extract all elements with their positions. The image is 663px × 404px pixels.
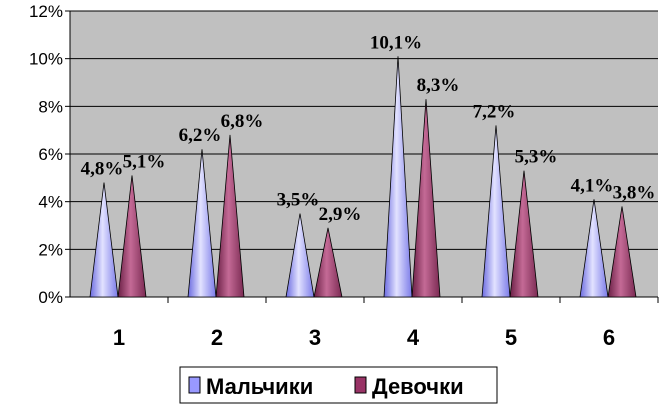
x-tick-label: 5 [505, 325, 517, 350]
data-label-boys: 4,1% [571, 175, 614, 196]
data-label-girls: 5,3% [515, 147, 558, 168]
data-label-boys: 10,1% [370, 32, 422, 53]
legend: Мальчики Девочки [179, 366, 498, 404]
data-label-boys: 6,2% [179, 125, 222, 146]
data-label-boys: 4,8% [81, 159, 124, 180]
x-tick-label: 4 [407, 325, 420, 350]
bar-boys [383, 56, 413, 298]
bar-girls [117, 175, 147, 298]
bar-boys [579, 199, 609, 298]
gridlines [70, 10, 658, 250]
legend-label-boys: Мальчики [206, 374, 313, 399]
legend-swatch-girls [354, 376, 367, 394]
bar-girls [509, 170, 539, 298]
bars [89, 56, 637, 298]
y-tick-label: 4% [38, 193, 63, 212]
x-tick-label: 2 [211, 325, 223, 350]
legend-swatch-boys [188, 376, 201, 394]
bar-boys [89, 182, 119, 298]
data-label-girls: 6,8% [221, 111, 264, 132]
x-tick-label: 1 [113, 325, 125, 350]
data-label-girls: 2,9% [319, 204, 362, 225]
bar-girls [215, 134, 245, 298]
y-tick-label: 8% [38, 97, 63, 116]
bar-girls [313, 227, 343, 298]
data-label-girls: 8,3% [417, 75, 460, 96]
legend-label-girls: Девочки [372, 374, 464, 399]
data-label-girls: 5,1% [123, 151, 166, 172]
data-label-girls: 3,8% [613, 182, 656, 203]
bar-boys [285, 213, 315, 298]
data-label-boys: 7,2% [473, 101, 516, 122]
x-tick-labels: 1 2 3 4 5 6 [113, 297, 659, 350]
x-tick-label: 6 [603, 325, 615, 350]
bar-girls [607, 206, 637, 298]
y-tick-label: 0% [38, 288, 63, 307]
data-labels: 4,8% 6,2% 3,5% 10,1% 7,2% 4,1% 5,1% 6,8% 2,9% 8,3… [81, 32, 656, 225]
bar-boys [187, 149, 217, 298]
y-tick-label: 6% [38, 145, 63, 164]
bar-boys [481, 125, 511, 298]
bar-girls [411, 99, 441, 298]
data-label-boys: 3,5% [277, 190, 320, 211]
y-tick-label: 2% [38, 240, 63, 259]
y-tick-label: 12% [29, 2, 63, 21]
x-tick-label: 3 [309, 325, 321, 350]
y-tick-label: 10% [29, 50, 63, 69]
legend-box [179, 366, 498, 404]
y-tick-labels: 0% 2% 4% 6% 8% 10% 12% [29, 2, 70, 307]
